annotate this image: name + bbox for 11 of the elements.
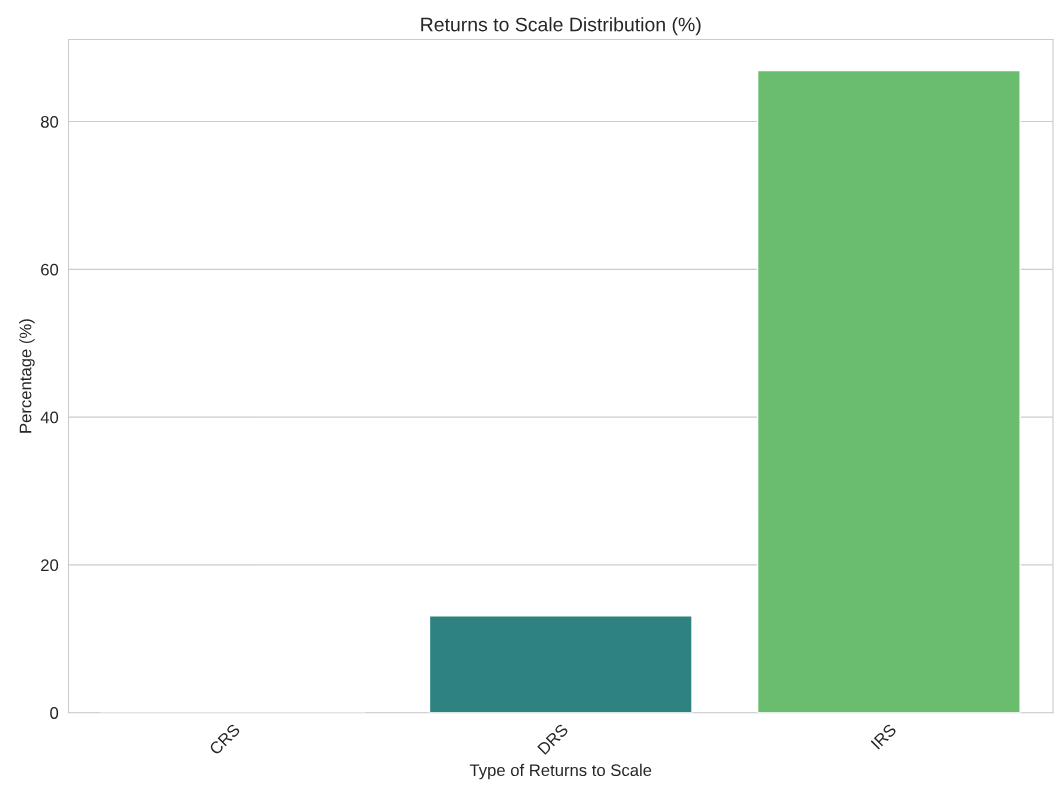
bar bbox=[428, 615, 693, 713]
y-tick-label: 60 bbox=[41, 263, 59, 276]
bar bbox=[756, 69, 1021, 713]
y-tick-label: 20 bbox=[41, 559, 59, 572]
x-tick-label: IRS bbox=[870, 723, 897, 750]
y-tick-label: 40 bbox=[40, 411, 59, 424]
y-tick-label: 0 bbox=[50, 707, 59, 719]
x-axis-title: Type of Returns to Scale bbox=[469, 763, 652, 780]
chart-title: Returns to Scale Distribution (%) bbox=[421, 17, 701, 36]
y-tick-label: 80 bbox=[40, 115, 59, 128]
y-axis-title: Percentage (%) bbox=[19, 319, 35, 433]
